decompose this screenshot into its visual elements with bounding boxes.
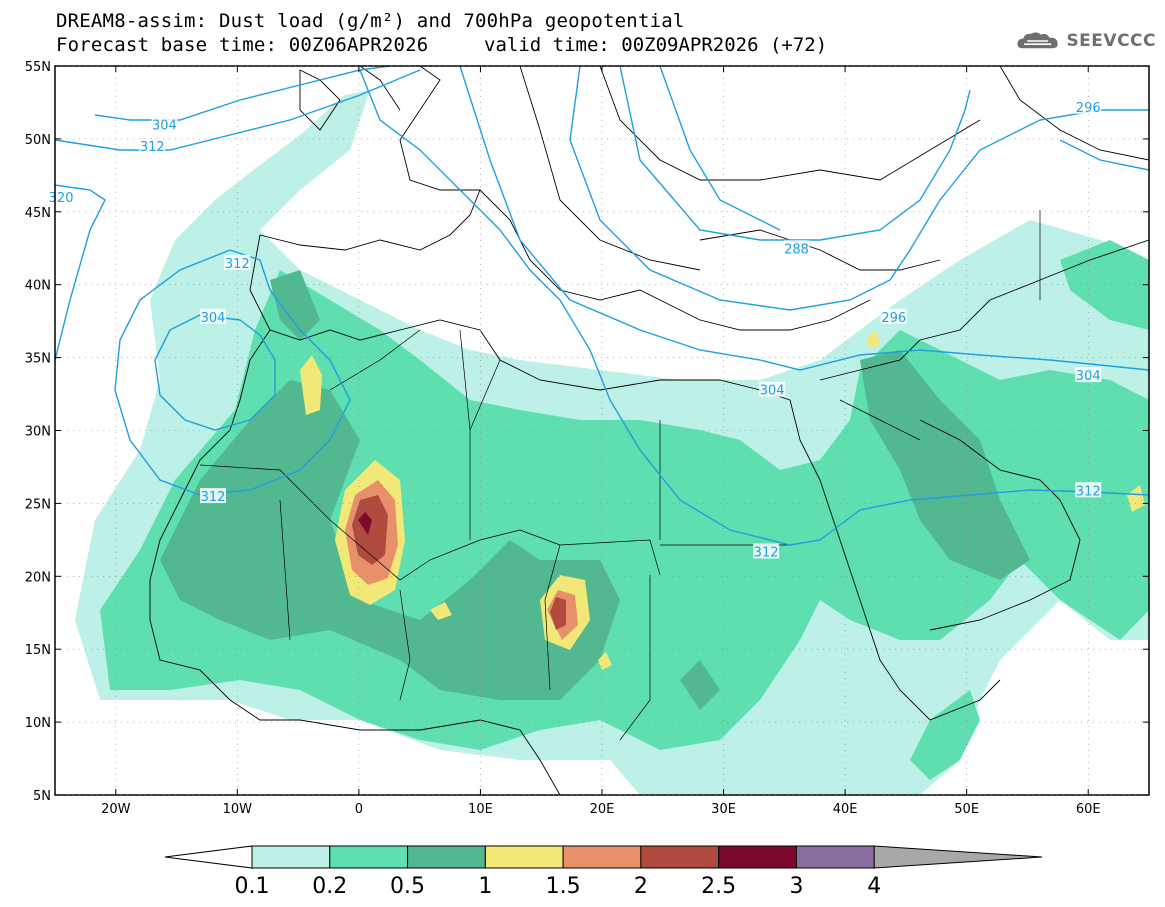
lon-tick-label: 40E	[833, 802, 858, 817]
colorbar: 0.1 0.2 0.5 1 1.5 2 2.5 3 4	[164, 845, 1043, 899]
dust-level-1-c	[300, 355, 322, 415]
contour-label-bg	[200, 308, 227, 324]
colorbar-segment	[562, 845, 642, 869]
lon-tick-label: 20E	[590, 802, 615, 817]
lat-tick-label: 10N	[25, 716, 51, 731]
colorbar-segment	[251, 845, 331, 869]
colorbar-segment	[407, 845, 486, 869]
cloud-logo-icon	[1017, 32, 1058, 49]
colorbar-segment	[640, 845, 720, 869]
colorbar-label: 2.5	[701, 874, 736, 899]
dust-level-0-2-c	[1060, 240, 1149, 330]
contour-label-bg	[753, 543, 780, 559]
dust-level-2-5	[358, 512, 372, 535]
dust-level-0-2-b	[910, 690, 980, 780]
lon-tick-label: 0	[355, 802, 363, 817]
dust-field	[75, 90, 1149, 795]
lat-tick-label: 15N	[25, 643, 51, 658]
lon-tick-label: 50E	[954, 802, 979, 817]
dust-level-0-5-d	[680, 660, 720, 710]
dust-level-0-5-b	[860, 350, 1030, 580]
logo-text: SEEVCCC	[1066, 31, 1156, 51]
contour-label-bg	[151, 116, 178, 132]
geopotential-contours	[55, 66, 1149, 546]
lat-tick-label: 45N	[25, 206, 51, 221]
contour-label-bg	[759, 381, 786, 397]
contour-label: 296	[881, 311, 906, 326]
contour-label: 288	[784, 242, 809, 257]
lat-tick-label: 30N	[25, 425, 51, 440]
dust-level-1-e	[598, 652, 612, 670]
contour-label: 312	[201, 490, 226, 505]
lat-tick-label: 25N	[25, 497, 51, 512]
lon-tick-label: 10E	[468, 802, 493, 817]
colorbar-segment	[329, 845, 409, 869]
contour-label-bg	[783, 240, 810, 256]
lon-tick-label: 60E	[1076, 802, 1101, 817]
dust-level-2	[352, 495, 388, 565]
contour-label-bg	[200, 488, 227, 504]
dust-level-1-d	[430, 602, 452, 620]
colorbar-label: 2	[634, 874, 648, 899]
contour-label-bg	[1075, 482, 1102, 498]
colorbar-label: 0.1	[235, 874, 270, 899]
seevccc-logo: SEEVCCC	[1016, 26, 1156, 56]
valid-time: valid time: 00Z09APR2026 (+72)	[484, 34, 828, 56]
contour-label-bg	[139, 138, 166, 154]
contour-label-bg	[1075, 367, 1102, 383]
contour-label: 320	[49, 191, 74, 206]
latitude-axis: 5N 10N 15N 20N 25N 30N 35N 40N 45N 50N 55N	[25, 60, 1149, 804]
colorbar-label: 1.5	[546, 874, 581, 899]
dust-level-2-b	[550, 597, 566, 630]
colorbar-label: 1	[478, 874, 492, 899]
lat-tick-label: 40N	[25, 279, 51, 294]
contour-label-bg	[880, 308, 907, 324]
dust-level-0-5-c	[270, 270, 320, 340]
lat-tick-label: 5N	[33, 789, 51, 804]
contour-label: 304	[1076, 369, 1101, 384]
longitude-axis: 20W 10W 0 10E 20E 30E 40E 50E 60E	[101, 66, 1101, 817]
lon-tick-label: 10W	[223, 802, 253, 817]
colorbar-min-arrow	[164, 845, 253, 869]
map-title: DREAM8-assim: Dust load (g/m²) and 700hP…	[56, 10, 685, 32]
dust-level-1-g	[866, 330, 880, 348]
coastlines	[149, 66, 1149, 795]
lon-tick-label: 20W	[101, 802, 131, 817]
colorbar-label: 0.5	[390, 874, 425, 899]
contour-label: 312	[140, 140, 165, 155]
colorbar-label: 3	[789, 874, 803, 899]
lat-tick-label: 20N	[25, 570, 51, 585]
colorbar-segment	[795, 845, 875, 869]
dust-level-0-5	[160, 380, 620, 700]
contour-label: 304	[760, 384, 785, 399]
contour-label: 312	[1076, 484, 1101, 499]
contour-label: 304	[201, 311, 226, 326]
colorbar-segment	[484, 845, 564, 869]
contour-label-bg	[224, 254, 251, 270]
contour-label: 312	[754, 546, 779, 561]
lon-tick-label: 30E	[711, 802, 736, 817]
colorbar-segment	[718, 845, 797, 869]
lat-tick-label: 55N	[25, 60, 51, 75]
lat-tick-label: 50N	[25, 133, 51, 148]
contour-label-bg	[1075, 98, 1102, 114]
colorbar-label: 0.2	[312, 874, 347, 899]
forecast-base-time: Forecast base time: 00Z06APR2026	[56, 34, 429, 56]
dust-level-1-f	[1127, 485, 1145, 512]
lat-tick-label: 35N	[25, 352, 51, 367]
colorbar-label: 4	[867, 874, 881, 899]
colorbar-max-arrow	[873, 845, 1043, 869]
contour-label: 304	[152, 118, 177, 133]
